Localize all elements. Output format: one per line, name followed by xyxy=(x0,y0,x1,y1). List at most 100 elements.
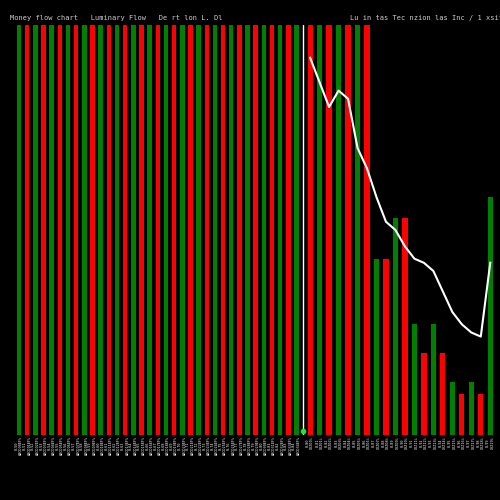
Bar xyxy=(468,382,474,435)
Bar xyxy=(402,218,407,435)
Bar xyxy=(237,25,242,435)
Text: 0.86
XYZ06%: 0.86 XYZ06% xyxy=(362,436,372,449)
Text: 0.50
ABCD00EF%: 0.50 ABCD00EF% xyxy=(15,436,24,456)
Bar xyxy=(33,25,38,435)
Text: 0.66
ABCD16EF%: 0.66 ABCD16EF% xyxy=(146,436,154,456)
Text: 0.81
XYZ01%: 0.81 XYZ01% xyxy=(316,436,324,449)
Bar xyxy=(17,25,21,435)
Bar xyxy=(355,25,360,435)
Text: 0.56
ABCD06EF%: 0.56 ABCD06EF% xyxy=(64,436,72,456)
Bar xyxy=(478,394,484,435)
Text: 0.82
ABCD32EF%: 0.82 ABCD32EF% xyxy=(276,436,284,456)
Bar xyxy=(123,25,128,435)
Text: Money flow chart   Luminary Flow   De rt lon L. Dl                              : Money flow chart Luminary Flow De rt lon… xyxy=(10,15,500,21)
Text: 0.79
ABCD29EF%: 0.79 ABCD29EF% xyxy=(252,436,260,456)
Text: 0.96
XYZ16%: 0.96 XYZ16% xyxy=(458,436,466,449)
Bar xyxy=(393,218,398,435)
Text: 0.64
ABCD14EF%: 0.64 ABCD14EF% xyxy=(129,436,138,456)
Bar xyxy=(180,25,184,435)
Bar xyxy=(148,25,152,435)
Text: 0.72
ABCD22EF%: 0.72 ABCD22EF% xyxy=(194,436,203,456)
Text: 0.55
ABCD05EF%: 0.55 ABCD05EF% xyxy=(56,436,64,456)
Bar xyxy=(172,25,176,435)
Bar xyxy=(82,25,86,435)
Bar xyxy=(221,25,226,435)
Text: 0.93
XYZ13%: 0.93 XYZ13% xyxy=(429,436,438,449)
Bar xyxy=(98,25,103,435)
Bar xyxy=(374,258,379,435)
Bar xyxy=(139,25,143,435)
Bar xyxy=(204,25,209,435)
Text: 0.84
XYZ04%: 0.84 XYZ04% xyxy=(344,436,352,449)
Bar xyxy=(246,25,250,435)
Bar xyxy=(164,25,168,435)
Text: 0.95
XYZ15%: 0.95 XYZ15% xyxy=(448,436,456,449)
Bar xyxy=(294,25,299,435)
Bar xyxy=(336,25,341,435)
Text: 0.85
XYZ05%: 0.85 XYZ05% xyxy=(353,436,362,449)
Text: 0.71
ABCD21EF%: 0.71 ABCD21EF% xyxy=(186,436,194,456)
Bar xyxy=(106,25,111,435)
Text: 0.57
ABCD07EF%: 0.57 ABCD07EF% xyxy=(72,436,80,456)
Text: 0.87
XYZ07%: 0.87 XYZ07% xyxy=(372,436,381,449)
Bar xyxy=(326,25,332,435)
Bar xyxy=(364,25,370,435)
Bar xyxy=(42,25,46,435)
Text: 0.54
ABCD04EF%: 0.54 ABCD04EF% xyxy=(48,436,56,456)
Bar xyxy=(422,353,426,435)
Text: 0.91
XYZ11%: 0.91 XYZ11% xyxy=(410,436,418,449)
Text: 0.61
ABCD11EF%: 0.61 ABCD11EF% xyxy=(104,436,113,456)
Text: 0.94
XYZ14%: 0.94 XYZ14% xyxy=(438,436,447,449)
Text: 0.84
ABCD34EF%: 0.84 ABCD34EF% xyxy=(292,436,301,456)
Bar xyxy=(188,25,192,435)
Text: 0.99
XYZ19%: 0.99 XYZ19% xyxy=(486,436,494,449)
Text: 0.83
ABCD33EF%: 0.83 ABCD33EF% xyxy=(284,436,292,456)
Text: 0.67
ABCD17EF%: 0.67 ABCD17EF% xyxy=(154,436,162,456)
Bar xyxy=(156,25,160,435)
Bar xyxy=(440,353,446,435)
Bar xyxy=(66,25,70,435)
Bar xyxy=(58,25,62,435)
Text: 0.63
ABCD13EF%: 0.63 ABCD13EF% xyxy=(121,436,130,456)
Bar xyxy=(254,25,258,435)
Text: 0.65
ABCD15EF%: 0.65 ABCD15EF% xyxy=(137,436,146,456)
Text: 0.80
ABCD30EF%: 0.80 ABCD30EF% xyxy=(260,436,268,456)
Bar xyxy=(308,25,312,435)
Bar xyxy=(384,258,388,435)
Text: 0.75
ABCD25EF%: 0.75 ABCD25EF% xyxy=(219,436,228,456)
Text: 0.59
ABCD09EF%: 0.59 ABCD09EF% xyxy=(88,436,97,456)
Text: 0.52
ABCD02EF%: 0.52 ABCD02EF% xyxy=(31,436,40,456)
Text: 0.78
ABCD28EF%: 0.78 ABCD28EF% xyxy=(244,436,252,456)
Text: 0.76
ABCD26EF%: 0.76 ABCD26EF% xyxy=(227,436,235,456)
Text: 0.83
XYZ03%: 0.83 XYZ03% xyxy=(334,436,343,449)
Bar xyxy=(346,25,350,435)
Text: 0.88
XYZ08%: 0.88 XYZ08% xyxy=(382,436,390,449)
Bar xyxy=(74,25,78,435)
Bar xyxy=(459,394,464,435)
Bar xyxy=(90,25,95,435)
Bar xyxy=(278,25,282,435)
Bar xyxy=(488,197,493,435)
Text: 0.73
ABCD23EF%: 0.73 ABCD23EF% xyxy=(202,436,211,456)
Bar xyxy=(212,25,217,435)
Text: 0.77
ABCD27EF%: 0.77 ABCD27EF% xyxy=(235,436,244,456)
Text: 0.62
ABCD12EF%: 0.62 ABCD12EF% xyxy=(112,436,122,456)
Text: 0.90
XYZ10%: 0.90 XYZ10% xyxy=(400,436,409,449)
Bar xyxy=(317,25,322,435)
Text: 0.98
XYZ18%: 0.98 XYZ18% xyxy=(476,436,485,449)
Text: 0.68
ABCD18EF%: 0.68 ABCD18EF% xyxy=(162,436,170,456)
Text: 0.51
ABCD01EF%: 0.51 ABCD01EF% xyxy=(23,436,32,456)
Bar xyxy=(50,25,54,435)
Text: 0.89
XYZ09%: 0.89 XYZ09% xyxy=(391,436,400,449)
Text: 0.82
XYZ02%: 0.82 XYZ02% xyxy=(325,436,334,449)
Text: 0.80
XYZ00%: 0.80 XYZ00% xyxy=(306,436,314,449)
Bar xyxy=(450,382,455,435)
Text: 0.53
ABCD03EF%: 0.53 ABCD03EF% xyxy=(40,436,48,456)
Bar xyxy=(262,25,266,435)
Text: 0.81
ABCD31EF%: 0.81 ABCD31EF% xyxy=(268,436,276,456)
Text: 0.58
ABCD08EF%: 0.58 ABCD08EF% xyxy=(80,436,88,456)
Bar xyxy=(412,324,417,435)
Bar xyxy=(229,25,234,435)
Bar xyxy=(131,25,136,435)
Text: 0.92
XYZ12%: 0.92 XYZ12% xyxy=(420,436,428,449)
